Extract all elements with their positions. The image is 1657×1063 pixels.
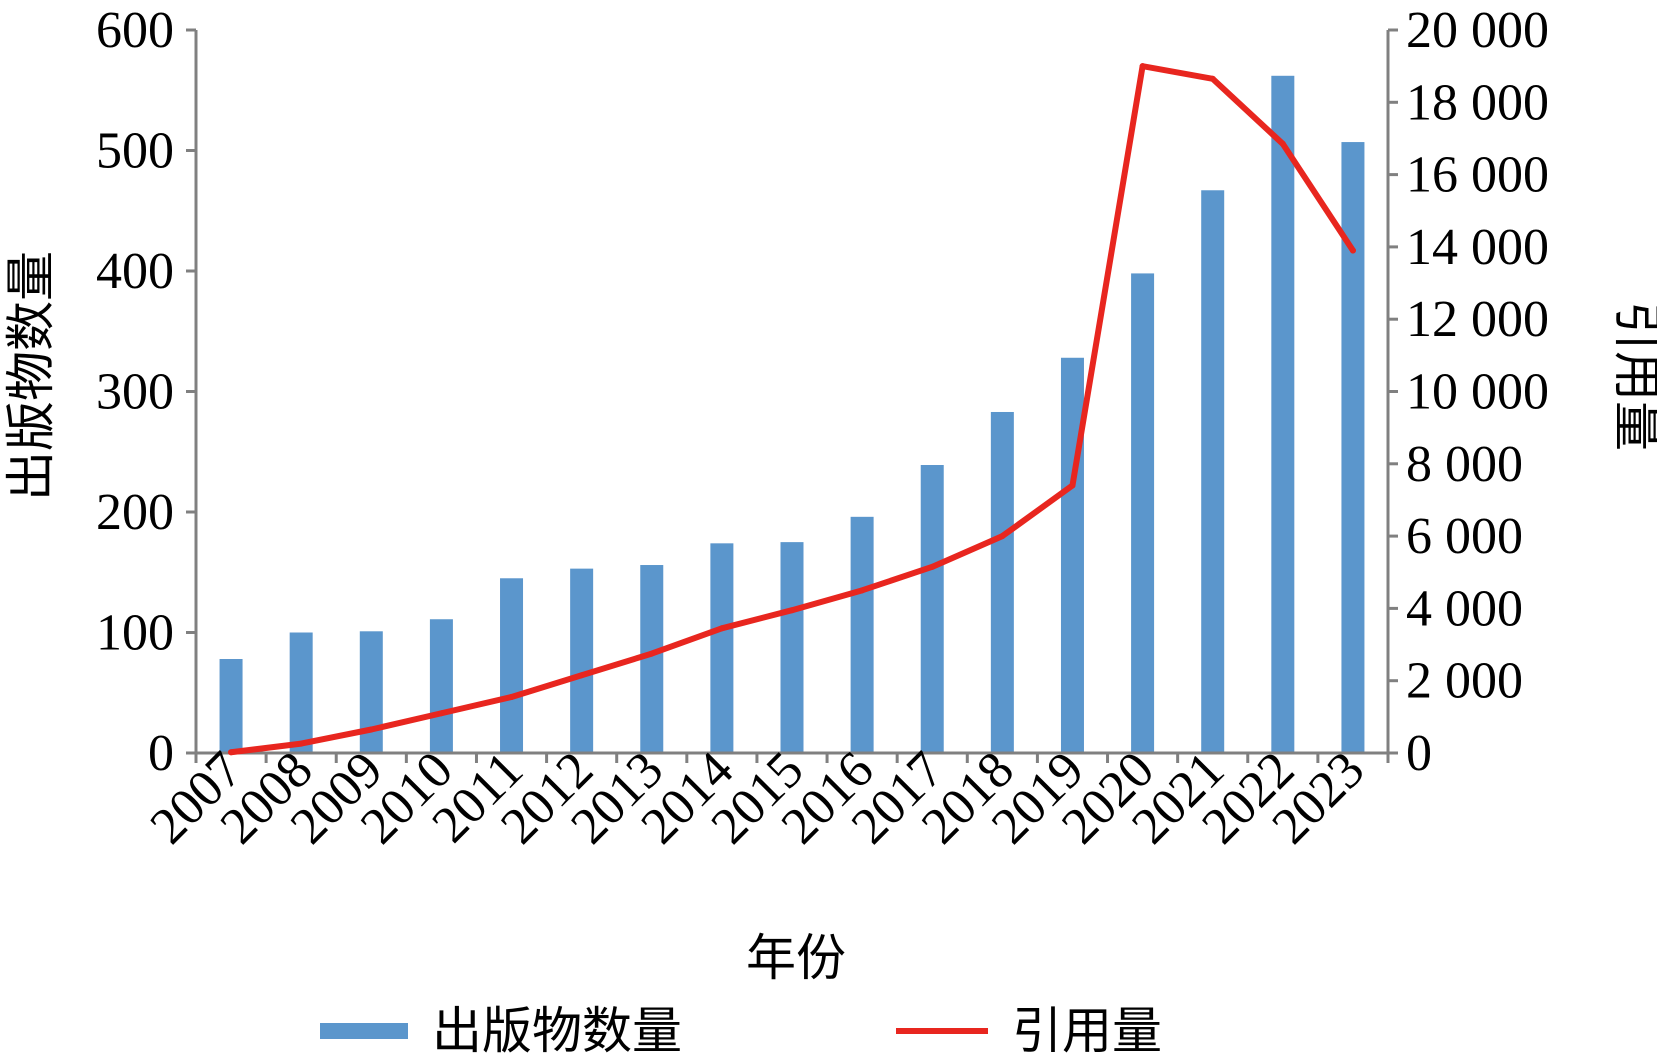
- citation-point-2010: [438, 710, 445, 717]
- bar-series: [219, 75, 1365, 754]
- citation-point-2014: [718, 625, 725, 632]
- citation-point-2013: [648, 650, 655, 657]
- citation-point-2012: [578, 672, 585, 679]
- left-tick-label: 600: [96, 2, 174, 59]
- legend-label-publications: 出版物数量: [432, 1002, 682, 1060]
- right-axis-ticks: 0 2 000 4 000 6 000 8 000 10 000 12 000 14 000 1…: [1388, 2, 1549, 782]
- bar-2020: [1131, 273, 1155, 753]
- bar-2015: [780, 542, 804, 753]
- citation-point-2015: [789, 607, 795, 614]
- bar-2016: [850, 516, 874, 753]
- right-tick-label: 8 000: [1406, 436, 1523, 493]
- legend-bar-swatch: [320, 1023, 408, 1039]
- bar-2021: [1201, 190, 1225, 753]
- right-tick-label: 12 000: [1406, 291, 1549, 348]
- right-tick-label: 18 000: [1406, 74, 1549, 131]
- citation-point-2011: [508, 693, 515, 700]
- legend: 出版物数量 引用量: [320, 1002, 1162, 1060]
- left-tick-label: 100: [96, 605, 174, 662]
- citation-point-2016: [859, 587, 866, 594]
- right-tick-label: 6 000: [1406, 508, 1523, 565]
- left-axis-title: 出版物数量: [2, 251, 60, 501]
- left-tick-label: 500: [96, 123, 174, 180]
- citation-point-2007: [228, 749, 235, 756]
- right-tick-label: 0: [1406, 725, 1432, 782]
- right-tick-label: 14 000: [1406, 219, 1549, 276]
- left-axis-ticks: 0 100 200 300 400 500 600: [96, 2, 196, 782]
- left-tick-label: 0: [148, 725, 174, 782]
- bar-2007: [219, 659, 243, 753]
- right-tick-label: 4 000: [1406, 580, 1523, 637]
- bar-2014: [710, 543, 734, 753]
- legend-label-citations: 引用量: [1012, 1002, 1162, 1060]
- bar-2009: [359, 631, 383, 753]
- line-series: [228, 63, 1356, 756]
- left-tick-label: 200: [96, 484, 174, 541]
- right-tick-label: 10 000: [1406, 364, 1549, 421]
- citation-point-2023: [1349, 247, 1356, 254]
- x-axis-title: 年份: [746, 929, 846, 987]
- bar-2010: [429, 619, 453, 753]
- left-tick-label: 400: [96, 243, 174, 300]
- citation-point-2021: [1209, 75, 1216, 82]
- citation-point-2008: [298, 740, 305, 747]
- bar-2012: [570, 568, 594, 753]
- bar-2008: [289, 632, 313, 753]
- bar-2011: [500, 578, 524, 753]
- bar-2022: [1271, 75, 1295, 754]
- right-tick-label: 2 000: [1406, 653, 1523, 710]
- citation-point-2019: [1069, 482, 1076, 489]
- bar-2018: [990, 411, 1014, 753]
- citation-point-2017: [929, 563, 936, 570]
- left-tick-label: 300: [96, 364, 174, 421]
- bar-2017: [920, 465, 944, 753]
- x-axis-ticks: 2007200820092010201120122013201420152016…: [140, 741, 1390, 855]
- citation-point-2022: [1279, 140, 1286, 147]
- bar-2019: [1060, 357, 1084, 753]
- right-tick-label: 20 000: [1406, 2, 1549, 59]
- bar-2023: [1341, 142, 1365, 753]
- right-axis-title: 引用量: [1608, 301, 1657, 451]
- citation-point-2009: [368, 726, 375, 733]
- citation-point-2018: [999, 533, 1006, 540]
- bar-2013: [640, 565, 664, 753]
- citation-point-2020: [1139, 63, 1146, 70]
- right-tick-label: 16 000: [1406, 147, 1549, 204]
